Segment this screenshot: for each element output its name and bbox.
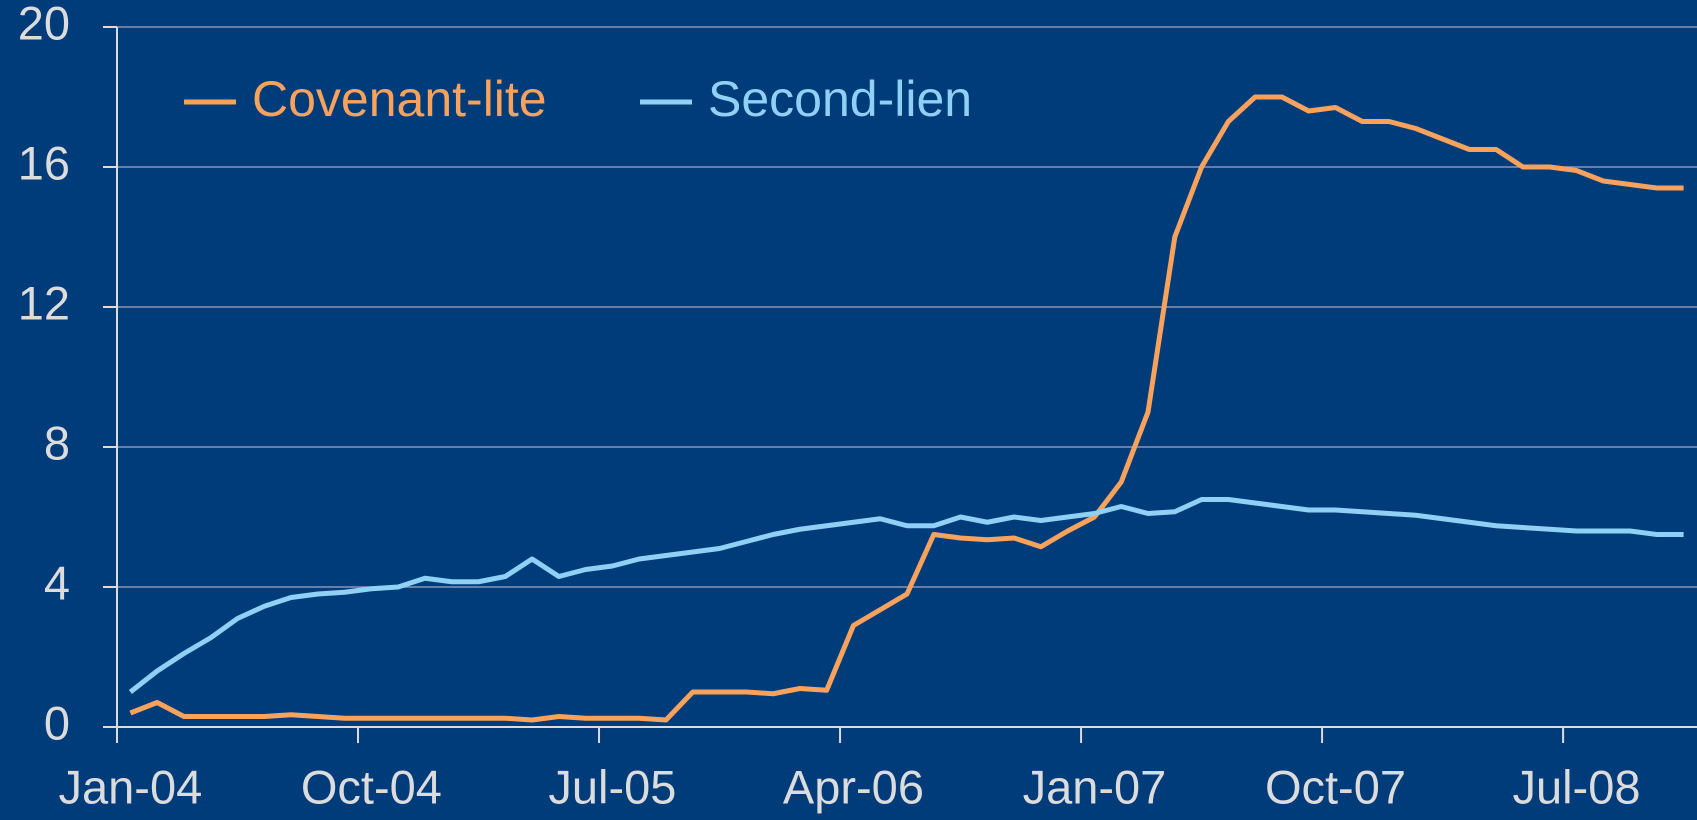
y-tick-label: 16 xyxy=(18,136,70,189)
x-tick-label: Jul-08 xyxy=(1512,760,1640,813)
legend-label: Covenant-lite xyxy=(252,71,547,127)
legend-label: Second-lien xyxy=(708,71,972,127)
y-tick-label: 0 xyxy=(44,696,70,749)
y-tick-label: 4 xyxy=(44,556,70,609)
series-line xyxy=(128,497,1684,694)
x-tick-label: Oct-04 xyxy=(301,760,442,813)
x-tick-label: Apr-06 xyxy=(783,760,924,813)
y-tick-label: 20 xyxy=(18,0,70,49)
y-tick-label: 8 xyxy=(44,416,70,469)
x-tick-label: Oct-07 xyxy=(1265,760,1406,813)
x-tick-label: Jul-05 xyxy=(548,760,676,813)
x-tick-label: Jan-04 xyxy=(59,760,203,813)
x-tick-label: Jan-07 xyxy=(1023,760,1167,813)
series-line xyxy=(129,94,1684,723)
y-tick-label: 12 xyxy=(18,276,70,329)
